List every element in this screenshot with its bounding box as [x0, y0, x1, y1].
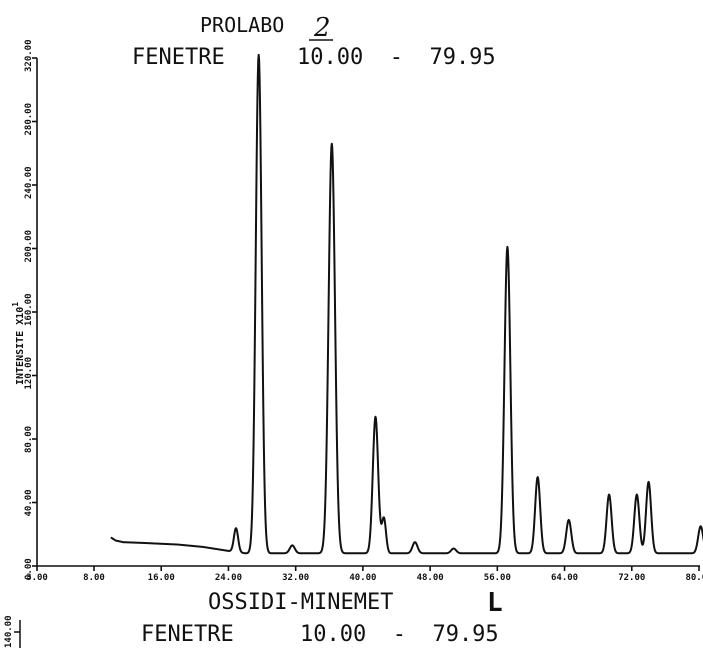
x-tick-label: 64.00 — [551, 573, 578, 583]
x-tick-label: 72.00 — [618, 573, 645, 583]
y-axis-ticks: 0.00 40.00 80.00 120.00 160.00 200.00 240.00 28… — [24, 39, 37, 580]
y-tick-label: 200.00 — [24, 230, 34, 263]
y-axis-label-text: INTENSITE X10 — [15, 307, 26, 385]
x-axis-ticks: 3.00 8.00 16.00 24.00 32.00 40.00 48.00 56.00 64… — [26, 566, 703, 583]
diffraction-trace — [110, 53, 703, 555]
window-range: 10.00 - 79.95 — [297, 45, 496, 70]
footer-title-handwritten: L — [487, 588, 503, 618]
x-tick-label: 56.00 — [484, 573, 511, 583]
y-tick-label: 40.00 — [24, 489, 34, 516]
footer-window-label: FENETRE — [141, 622, 234, 647]
x-tick-label: 48.00 — [417, 573, 444, 583]
y-tick-label: 320.00 — [24, 39, 34, 72]
y-tick-label: 240.00 — [24, 166, 34, 199]
window-label: FENETRE — [132, 45, 225, 70]
x-tick-label: 32.00 — [282, 573, 309, 583]
y-tick-label: 0.00 — [24, 558, 34, 580]
y-tick-label: 160.00 — [24, 293, 34, 326]
footer-window-range: 10.00 - 79.95 — [300, 622, 499, 647]
axes — [36, 58, 700, 567]
footer-next-axis-tick: 140.00 — [4, 615, 14, 648]
y-axis-label-superscript: 1 — [11, 302, 20, 307]
y-tick-label: 120.00 — [24, 357, 34, 390]
x-tick-label: 16.00 — [148, 573, 175, 583]
footer-title: OSSIDI-MINEMET — [208, 590, 393, 615]
x-tick-label: 80.00 — [685, 573, 703, 583]
y-axis-label: INTENSITE X101 — [11, 302, 26, 385]
chart-title: PROLABO — [200, 13, 284, 37]
y-tick-label: 80.00 — [24, 426, 34, 453]
x-tick-label: 8.00 — [83, 573, 105, 583]
x-tick-label: 40.00 — [349, 573, 376, 583]
x-tick-label: 3.00 — [26, 573, 48, 583]
chart-title-handwritten: 2 — [313, 13, 331, 43]
y-tick-label: 280.00 — [24, 103, 34, 136]
x-tick-label: 24.00 — [215, 573, 242, 583]
